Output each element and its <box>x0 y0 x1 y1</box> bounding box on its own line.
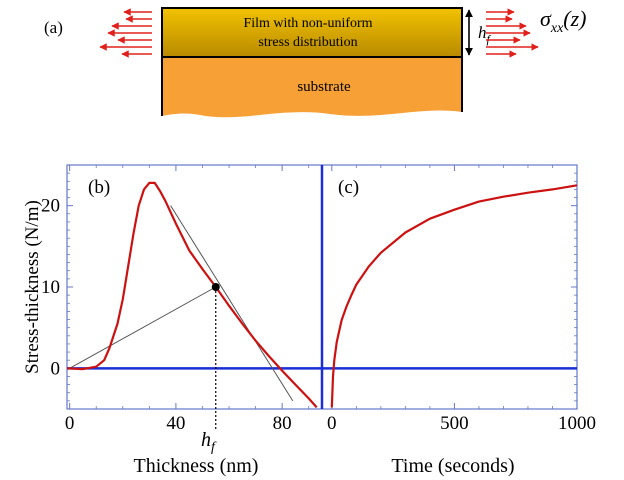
x-axis-label-c: Time (seconds) <box>391 455 514 477</box>
y-tick-label: 0 <box>51 358 61 379</box>
x-tick-label-b: 0 <box>65 413 75 434</box>
curves-layer <box>66 181 578 409</box>
x-tick-label-c: 0 <box>327 413 337 434</box>
x-tick-label-c: 1000 <box>558 413 596 434</box>
x-tick-label-c: 500 <box>440 413 469 434</box>
stress-arrows-left <box>99 8 152 58</box>
substrate-block <box>162 57 462 118</box>
substrate-label: substrate <box>297 79 351 95</box>
y-axis-label: Stress-thickness (N/m) <box>22 200 43 374</box>
x-tick-label-b: 80 <box>273 413 292 434</box>
film-text-line2: stress distribution <box>258 35 357 50</box>
x-axis-label-b: Thickness (nm) <box>134 455 259 477</box>
tangent-line <box>170 205 294 402</box>
film-text-line1: Film with non-uniform <box>243 16 372 31</box>
film-layer <box>161 7 463 58</box>
hf-marked-point <box>211 283 220 291</box>
y-tick-label: 10 <box>41 277 60 298</box>
panel-a: (a) substrate Film with non-uniform stre… <box>44 6 587 118</box>
series-line-c <box>330 184 578 408</box>
y-tick-label: 20 <box>41 196 60 217</box>
ticks-layer: 0 10 20 0 40 80 0 500 1000 <box>41 164 596 434</box>
panel-b-label: (b) <box>88 177 110 198</box>
thickness-symbol: hf <box>478 23 492 46</box>
x-tick-label-b: 40 <box>166 413 185 434</box>
lines-layer <box>67 165 577 430</box>
secant-line <box>69 286 216 369</box>
panel-c-label: (c) <box>338 177 359 198</box>
panel-a-label: (a) <box>44 18 63 37</box>
stress-symbol: σxx(z) <box>540 6 587 36</box>
hf-axis-label: hf <box>201 429 217 455</box>
series-line-b <box>66 181 318 409</box>
stress-arrows-right <box>486 8 539 58</box>
plot-area: 0 10 20 0 40 80 0 500 1000 (b) (c) hf Thickness … <box>22 164 596 477</box>
